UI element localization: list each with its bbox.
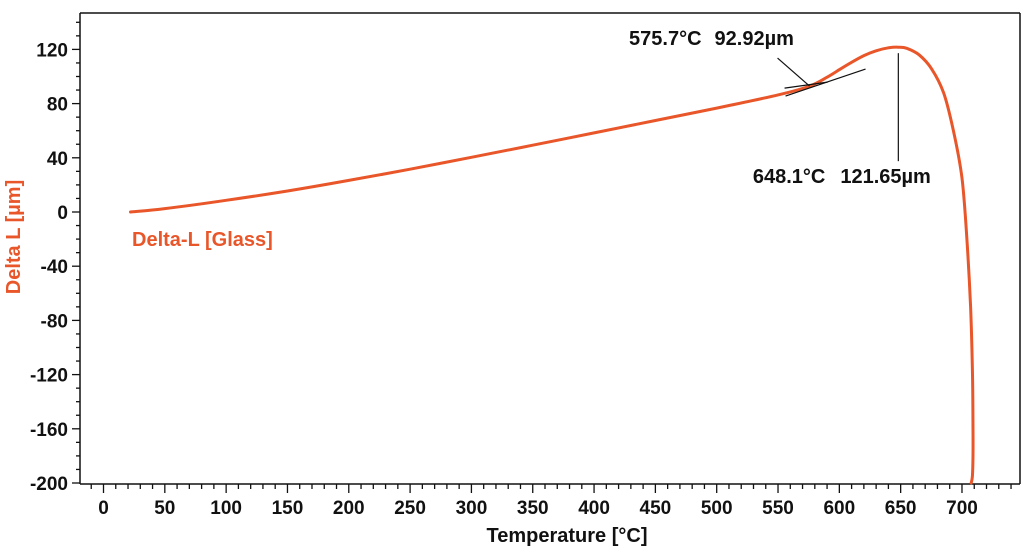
y-tick-label: 40 — [47, 149, 68, 170]
y-tick-label: 80 — [47, 95, 68, 116]
y-tick-label: -160 — [30, 420, 68, 441]
y-axis-title: Delta L [µm] — [3, 180, 25, 295]
x-tick-label: 650 — [885, 498, 917, 519]
series-line-0 — [129, 45, 975, 485]
x-tick-label: 450 — [640, 498, 672, 519]
x-tick-label: 250 — [394, 498, 426, 519]
onset-value-label: 92.92µm — [715, 28, 794, 50]
x-tick-label: 400 — [578, 498, 610, 519]
x-tick-label: 350 — [517, 498, 549, 519]
x-axis-title: Temperature [°C] — [487, 525, 648, 547]
x-tick-label: 300 — [456, 498, 488, 519]
y-tick-label: 0 — [57, 203, 68, 224]
annotations-layer: 575.7°C 92.92µm 648.1°C 121.65µm — [629, 28, 931, 188]
y-tick-label: -200 — [30, 474, 68, 495]
x-tick-label: 150 — [272, 498, 304, 519]
peak-value-label: 121.65µm — [840, 166, 930, 188]
x-tick-label: 500 — [701, 498, 733, 519]
x-tick-label: 700 — [946, 498, 978, 519]
y-tick-label: 120 — [36, 40, 68, 61]
x-tick-label: 600 — [823, 498, 855, 519]
y-tick-label: -80 — [41, 311, 68, 332]
x-tick-label: 0 — [98, 498, 109, 519]
series-layer — [129, 45, 975, 485]
y-tick-label: -40 — [41, 257, 68, 278]
onset-leader-line — [777, 57, 810, 87]
x-tick-label: 200 — [333, 498, 365, 519]
onset-temperature-label: 575.7°C — [629, 28, 702, 50]
x-tick-label: 50 — [154, 498, 175, 519]
onset-baseline-tangent — [784, 81, 828, 89]
x-tick-label: 550 — [762, 498, 794, 519]
series-label-delta-l-glass: Delta-L [Glass] — [132, 229, 273, 251]
x-tick-label: 100 — [210, 498, 242, 519]
peak-temperature-label: 648.1°C — [753, 166, 826, 188]
y-tick-label: -120 — [30, 366, 68, 387]
